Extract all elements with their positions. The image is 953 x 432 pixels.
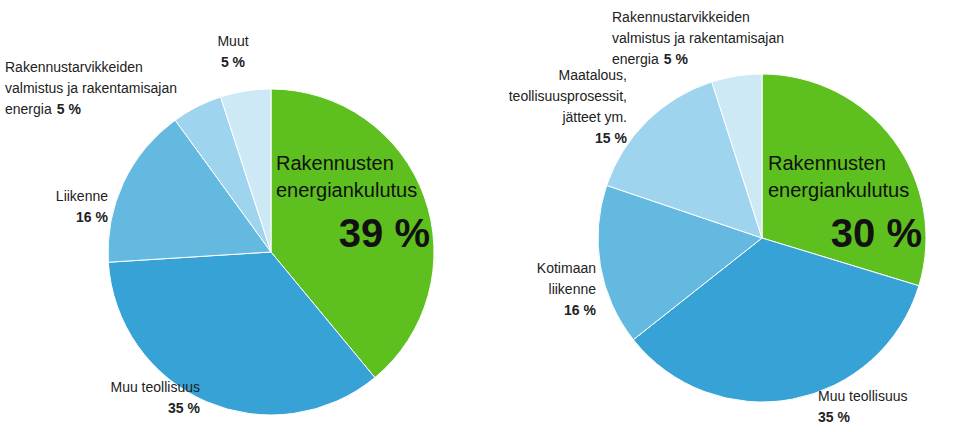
slice-label-line: Muu teollisuus	[111, 379, 201, 395]
slice-label-line: energia 5 %	[612, 51, 688, 67]
slice-label-line: valmistus ja rakentamisajan	[612, 30, 784, 46]
slice-label: energiankulutus	[276, 179, 417, 201]
slice-label-line: Liikenne	[56, 188, 108, 204]
slice-value: 30 %	[831, 211, 922, 255]
slice-label: energia	[612, 51, 659, 67]
slice-value: 5 %	[57, 101, 82, 117]
slice-label-line: Muu teollisuus	[818, 388, 908, 404]
slice-label: valmistus ja rakentamisajan	[5, 80, 177, 96]
slice-label: Rakennustarvikkeiden	[612, 9, 750, 25]
slice-value: 5 %	[664, 51, 689, 67]
slice-label: valmistus ja rakentamisajan	[612, 30, 784, 46]
slice-value: 35 %	[818, 409, 850, 425]
pie	[108, 89, 434, 415]
slice-label: Maatalous,	[559, 67, 627, 83]
slice-label: Muut	[217, 33, 248, 49]
slice-label-line: liikenne	[549, 281, 597, 297]
slice-value: 15 %	[595, 130, 627, 146]
slice-value: 5 %	[221, 54, 246, 70]
slice-label: Muu teollisuus	[111, 379, 201, 395]
labels: Rakennusten energiankulutus 39 % Muu teolli…	[5, 33, 430, 416]
chart-canvas: Rakennusten energiankulutus 39 % Muu teolli…	[0, 0, 953, 432]
slice-label-line: valmistus ja rakentamisajan	[5, 80, 177, 96]
slice-label: teollisuusprosessit,	[509, 88, 627, 104]
slice-label: Kotimaan	[537, 260, 596, 276]
slice-value: 39 %	[339, 211, 430, 255]
pie-slice	[221, 89, 271, 252]
slice-label-line: Kotimaan	[537, 260, 596, 276]
slice-label: energiankulutus	[768, 179, 909, 201]
slice-label-line: energia 5 %	[5, 101, 81, 117]
slice-label-line: Rakennustarvikkeiden	[612, 9, 750, 25]
slice-value: 35 %	[168, 400, 200, 416]
slice-label: Rakennusten	[768, 152, 886, 174]
slice-label-line: Muut	[217, 33, 248, 49]
slice-label-line: Maatalous,	[559, 67, 627, 83]
slice-label: energia	[5, 101, 52, 117]
labels: Rakennusten energiankulutus 30 % Muu teolli…	[509, 9, 922, 425]
slice-label: Rakennustarvikkeiden	[5, 59, 143, 75]
slice-label-line: teollisuusprosessit,	[509, 88, 627, 104]
slice-label: jätteet ym.	[561, 109, 627, 125]
slice-label-line: Rakennustarvikkeiden	[5, 59, 143, 75]
slice-label: Rakennusten	[276, 152, 394, 174]
slice-label: Liikenne	[56, 188, 108, 204]
slice-label: liikenne	[549, 281, 597, 297]
slice-label-line: jätteet ym.	[561, 109, 627, 125]
slice-value: 16 %	[564, 302, 596, 318]
slice-label: Muu teollisuus	[818, 388, 908, 404]
pie	[598, 74, 926, 402]
slice-value: 16 %	[76, 209, 108, 225]
pie-slice	[712, 74, 762, 238]
pie-slice	[108, 252, 375, 415]
